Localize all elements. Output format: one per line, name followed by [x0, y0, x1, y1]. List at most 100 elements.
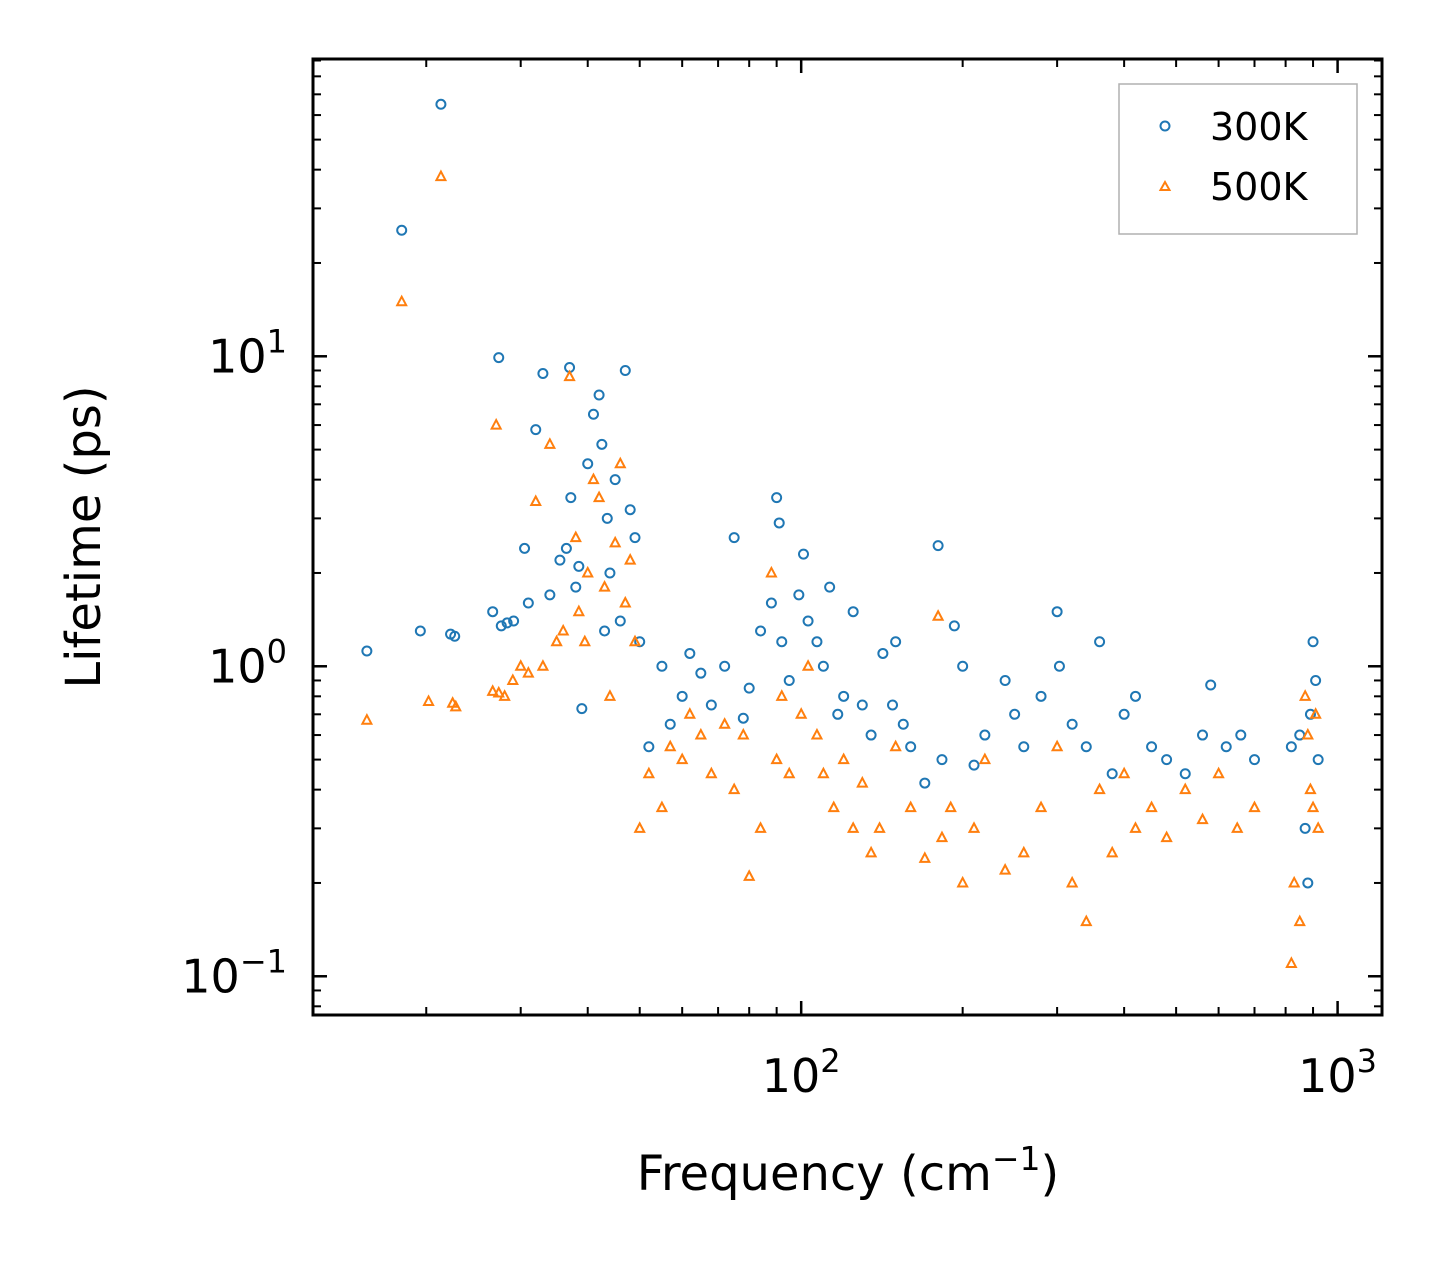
point-500K-24	[592, 490, 606, 503]
point-500K-50	[801, 659, 815, 671]
point-500K-63	[935, 830, 949, 843]
point-300K-83	[1080, 741, 1092, 753]
point-300K-23	[582, 458, 594, 470]
point-500K-91	[1306, 800, 1320, 813]
point-300K-6	[487, 606, 499, 618]
point-500K-38	[694, 727, 707, 740]
point-300K-26	[596, 438, 608, 450]
point-500K-89	[1301, 727, 1314, 740]
point-500K-8	[492, 685, 505, 698]
point-500K-71	[1050, 739, 1064, 752]
point-300K-31	[614, 615, 626, 627]
point-300K-68	[905, 741, 917, 753]
point-300K-96	[1285, 741, 1297, 753]
point-300K-10	[508, 615, 520, 627]
point-500K-10	[506, 673, 519, 685]
point-500K-5	[449, 699, 462, 712]
x-axis-title: Frequency (cm−1)	[637, 1139, 1060, 1202]
point-300K-91	[1197, 729, 1209, 741]
point-300K-46	[743, 682, 755, 694]
point-300K-51	[776, 636, 788, 648]
point-300K-47	[755, 625, 767, 637]
legend-300k-marker	[1159, 120, 1171, 132]
point-500K-2	[422, 694, 435, 706]
point-500K-84	[1248, 800, 1261, 813]
point-300K-20	[570, 581, 582, 593]
point-300K-73	[957, 660, 969, 672]
legend-500k-marker	[1158, 179, 1172, 191]
point-500K-12	[522, 666, 535, 678]
point-300K-99	[1302, 877, 1314, 889]
point-500K-6	[486, 684, 499, 696]
point-300K-16	[554, 554, 566, 566]
point-300K-44	[728, 532, 740, 544]
point-300K-60	[838, 690, 850, 702]
point-300K-63	[865, 729, 877, 741]
point-300K-87	[1130, 690, 1142, 702]
point-300K-45	[737, 712, 749, 724]
point-500K-0	[360, 713, 374, 725]
point-300K-27	[599, 625, 611, 637]
point-500K-80	[1179, 782, 1192, 795]
point-300K-84	[1094, 636, 1106, 648]
point-300K-14	[537, 368, 549, 380]
point-500K-82	[1212, 766, 1225, 779]
x-tick-label-1: 103	[1298, 1042, 1377, 1103]
point-500K-87	[1293, 914, 1306, 927]
point-300K-53	[793, 589, 805, 601]
point-500K-28	[614, 456, 627, 469]
point-300K-13	[530, 424, 542, 436]
point-500K-74	[1093, 782, 1106, 795]
point-500K-41	[728, 782, 741, 795]
point-500K-81	[1196, 812, 1209, 825]
point-300K-59	[832, 708, 844, 720]
point-300K-22	[576, 703, 588, 715]
point-300K-3	[435, 98, 447, 110]
point-500K-17	[557, 623, 570, 636]
point-300K-49	[771, 492, 783, 504]
point-300K-2	[414, 625, 426, 637]
point-500K-65	[956, 875, 969, 888]
point-500K-49	[795, 707, 808, 719]
point-300K-61	[847, 606, 859, 618]
point-500K-47	[775, 689, 788, 701]
point-300K-38	[664, 718, 676, 730]
point-500K-61	[918, 851, 931, 863]
point-300K-25	[593, 389, 605, 401]
point-300K-90	[1179, 768, 1191, 780]
point-300K-42	[705, 699, 717, 711]
point-500K-76	[1117, 766, 1131, 779]
point-500K-93	[1312, 821, 1325, 833]
point-300K-9	[501, 617, 513, 629]
point-300K-82	[1066, 718, 1078, 730]
point-500K-85	[1285, 956, 1298, 968]
point-500K-66	[967, 821, 981, 833]
point-300K-12	[522, 597, 534, 609]
point-300K-37	[656, 660, 668, 672]
point-500K-34	[655, 800, 669, 813]
point-300K-81	[1053, 660, 1065, 672]
point-500K-27	[609, 535, 622, 548]
point-300K-75	[979, 729, 991, 741]
point-500K-92	[1309, 707, 1322, 719]
point-500K-18	[563, 369, 576, 382]
point-500K-14	[536, 659, 550, 671]
point-300K-67	[897, 718, 909, 730]
point-300K-55	[802, 615, 814, 627]
series-500K	[360, 169, 1325, 968]
point-300K-1	[396, 224, 408, 236]
point-300K-98	[1299, 822, 1311, 834]
point-500K-44	[754, 821, 767, 833]
legend-300k-label: 300K	[1210, 105, 1309, 149]
point-500K-16	[550, 634, 563, 647]
point-500K-3	[434, 169, 448, 182]
point-500K-22	[581, 565, 594, 578]
point-300K-33	[624, 504, 636, 516]
point-500K-57	[864, 845, 878, 858]
point-300K-77	[1009, 708, 1021, 720]
point-300K-72	[948, 620, 960, 632]
point-300K-50	[773, 517, 785, 529]
point-300K-74	[968, 759, 980, 771]
point-500K-51	[810, 727, 824, 740]
point-500K-21	[578, 634, 591, 647]
